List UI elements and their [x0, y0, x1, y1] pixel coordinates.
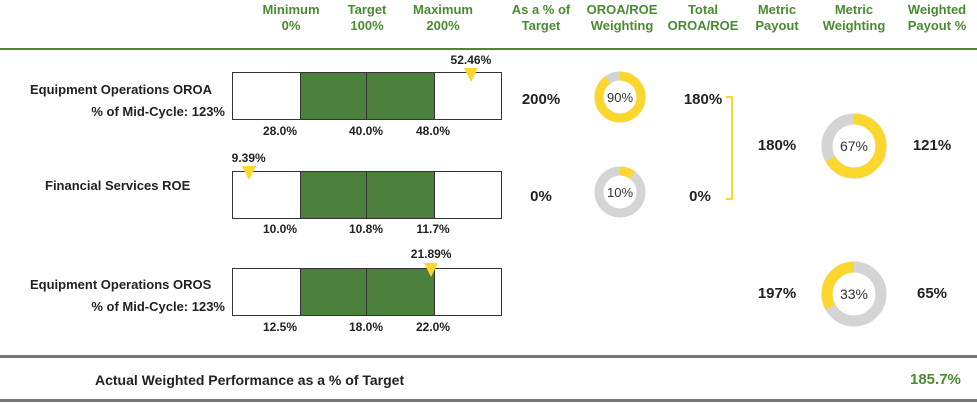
row3-divider-max: [434, 269, 435, 315]
row2-target-label: 10.8%: [348, 222, 384, 236]
row3-target-zone: [300, 269, 434, 315]
row2-pct-of-target: 0%: [530, 188, 552, 205]
metric2-weighted-payout: 65%: [916, 285, 948, 302]
metric2-payout: 197%: [757, 285, 797, 302]
row2-target-zone: [300, 172, 434, 218]
row2-divider-min: [300, 172, 301, 218]
metric1-weighting-label: 67%: [840, 138, 868, 154]
row1-target-label: 40.0%: [348, 124, 384, 138]
row3-label: Equipment Operations OROS: [30, 277, 212, 292]
metric1-payout: 180%: [757, 137, 797, 154]
row1-max-label: 48.0%: [415, 124, 451, 138]
row3-divider-target: [366, 269, 367, 315]
row1-min-label: 28.0%: [262, 124, 298, 138]
row3-target-label: 18.0%: [348, 320, 384, 334]
row1-bullet-bar: [232, 72, 502, 120]
row3-bullet-bar: [232, 268, 502, 316]
header-total: Total OROA/ROE: [667, 2, 739, 33]
total-oroa-value: 180%: [683, 91, 723, 108]
header-target: Target 100%: [347, 2, 387, 33]
footer-bottom-rule: [0, 399, 977, 402]
row1-pct-of-target: 200%: [521, 91, 561, 108]
metric1-weighted-payout: 121%: [912, 137, 952, 154]
row1-sublabel: % of Mid-Cycle: 123%: [91, 104, 225, 119]
header-metric-weighting: Metric Weighting: [822, 2, 886, 33]
footer-label: Actual Weighted Performance as a % of Ta…: [95, 372, 405, 388]
row1-weighting-donut: 90%: [594, 71, 646, 123]
row2-weighting-donut: 10%: [594, 166, 646, 218]
row2-bullet-bar: [232, 171, 502, 219]
header-minimum: Minimum 0%: [262, 2, 320, 33]
row2-actual-marker: [241, 166, 256, 180]
row1-target-zone: [300, 73, 434, 119]
row1-divider-max: [434, 73, 435, 119]
total-roe-value: 0%: [689, 188, 711, 205]
header-metric-payout: Metric Payout: [755, 2, 799, 33]
row1-divider-min: [300, 73, 301, 119]
row3-actual-marker: [424, 263, 439, 277]
row2-weighting-label: 10%: [607, 185, 633, 200]
row2-divider-max: [434, 172, 435, 218]
row1-label: Equipment Operations OROA: [30, 82, 213, 97]
row2-divider-target: [366, 172, 367, 218]
row1-weighting-label: 90%: [607, 90, 633, 105]
row3-min-label: 12.5%: [262, 320, 298, 334]
row3-actual-label: 21.89%: [410, 247, 452, 261]
header-weighted-payout: Weighted Payout %: [907, 2, 967, 33]
row2-actual-label: 9.39%: [231, 151, 266, 165]
row1-actual-marker: [463, 68, 478, 82]
row3-divider-min: [300, 269, 301, 315]
metric1-weighting-donut: 67%: [821, 113, 887, 179]
footer-value: 185.7%: [910, 371, 961, 388]
header-maximum: Maximum 200%: [413, 2, 473, 33]
row1-actual-label: 52.46%: [450, 53, 492, 67]
row2-label: Financial Services ROE: [45, 178, 191, 193]
total-bracket: [726, 96, 733, 200]
header-rule: [0, 48, 977, 50]
header-weighting: OROA/ROE Weighting: [586, 2, 658, 33]
metric2-weighting-label: 33%: [840, 286, 868, 302]
row1-divider-target: [366, 73, 367, 119]
row2-min-label: 10.0%: [262, 222, 298, 236]
row3-max-label: 22.0%: [415, 320, 451, 334]
metric2-weighting-donut: 33%: [821, 261, 887, 327]
header-pct-target: As a % of Target: [511, 2, 571, 33]
row2-max-label: 11.7%: [416, 222, 450, 236]
footer-top-rule: [0, 355, 977, 358]
row3-sublabel: % of Mid-Cycle: 123%: [91, 299, 225, 314]
